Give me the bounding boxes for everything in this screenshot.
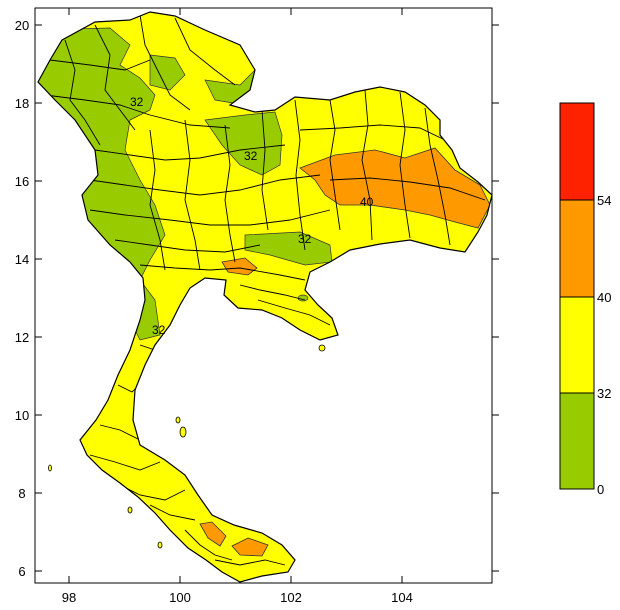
zone-green-north — [149, 54, 186, 91]
boundary-line — [399, 91, 411, 239]
island — [318, 344, 326, 352]
legend-swatch-yellow — [559, 296, 595, 394]
zone-orange-south-1 — [199, 521, 227, 547]
boundary-line — [329, 177, 486, 201]
legend-swatch-orange — [559, 199, 595, 298]
contour-labels: 32 32 32 32 40 — [130, 95, 374, 337]
boundary-line — [261, 109, 269, 231]
boundary-line — [89, 209, 331, 226]
x-tick-label: 102 — [280, 590, 302, 605]
land-outline — [37, 11, 493, 583]
y-tick-label: 10 — [15, 408, 29, 423]
boundary-line — [184, 119, 201, 271]
x-tick-label: 100 — [169, 590, 191, 605]
boundary-line — [49, 59, 151, 71]
boundary-line — [257, 299, 331, 326]
legend-swatch-green — [559, 392, 595, 490]
contour-label: 32 — [244, 149, 258, 163]
boundary-line — [149, 129, 166, 271]
legend-label: 54 — [597, 193, 611, 208]
boundary-line — [329, 99, 341, 231]
x-axis: 98 100 102 104 — [62, 8, 413, 605]
island — [175, 416, 181, 424]
legend-swatch-red — [559, 102, 595, 201]
x-tick-label: 98 — [62, 590, 76, 605]
legend-label: 40 — [597, 290, 611, 305]
y-tick-label: 14 — [15, 252, 29, 267]
boundary-line — [294, 99, 306, 251]
legend-label: 32 — [597, 386, 611, 401]
boundary-line — [239, 284, 306, 301]
island — [48, 464, 52, 472]
boundary-line — [89, 174, 321, 196]
island — [157, 541, 163, 549]
y-tick-label: 16 — [15, 174, 29, 189]
color-legend: 54 40 32 0 — [559, 102, 611, 497]
x-tick-label: 104 — [391, 590, 413, 605]
boundary-line — [361, 89, 373, 241]
boundary-line — [149, 504, 196, 521]
island — [127, 506, 133, 514]
zone-green-small-east — [297, 294, 309, 302]
zone-orange-northeast — [299, 147, 491, 229]
boundary-line — [139, 14, 191, 111]
boundary-line — [214, 559, 286, 566]
islands — [48, 344, 326, 549]
boundary-line — [139, 264, 306, 281]
boundary-line — [424, 107, 451, 246]
y-tick-label: 8 — [18, 486, 25, 501]
y-tick-label: 18 — [15, 96, 29, 111]
boundary-line — [94, 144, 286, 161]
contour-label: 32 — [298, 232, 312, 246]
province-boundaries — [44, 14, 486, 566]
zone-green-central — [244, 231, 333, 266]
contour-label: 32 — [130, 95, 144, 109]
boundary-line — [119, 484, 186, 501]
boundary-line — [184, 529, 233, 561]
contour-label: 32 — [152, 323, 166, 337]
y-axis: 20 18 16 14 12 10 8 6 — [15, 18, 499, 579]
contour-label: 40 — [360, 195, 374, 209]
boundary-line — [299, 124, 446, 141]
boundary-line — [89, 454, 161, 471]
boundary-line — [99, 424, 141, 441]
boundary-line — [94, 24, 136, 131]
boundary-line — [224, 124, 236, 263]
zone-orange-central — [221, 257, 258, 276]
island — [179, 426, 187, 438]
boundary-line — [114, 239, 261, 253]
y-tick-label: 6 — [18, 564, 25, 579]
boundary-line — [64, 39, 101, 146]
legend-label: 0 — [597, 482, 604, 497]
boundary-line — [174, 17, 236, 86]
zone-orange-south-2 — [231, 537, 269, 557]
y-tick-label: 12 — [15, 330, 29, 345]
y-tick-label: 20 — [15, 18, 29, 33]
boundary-line — [44, 94, 231, 129]
